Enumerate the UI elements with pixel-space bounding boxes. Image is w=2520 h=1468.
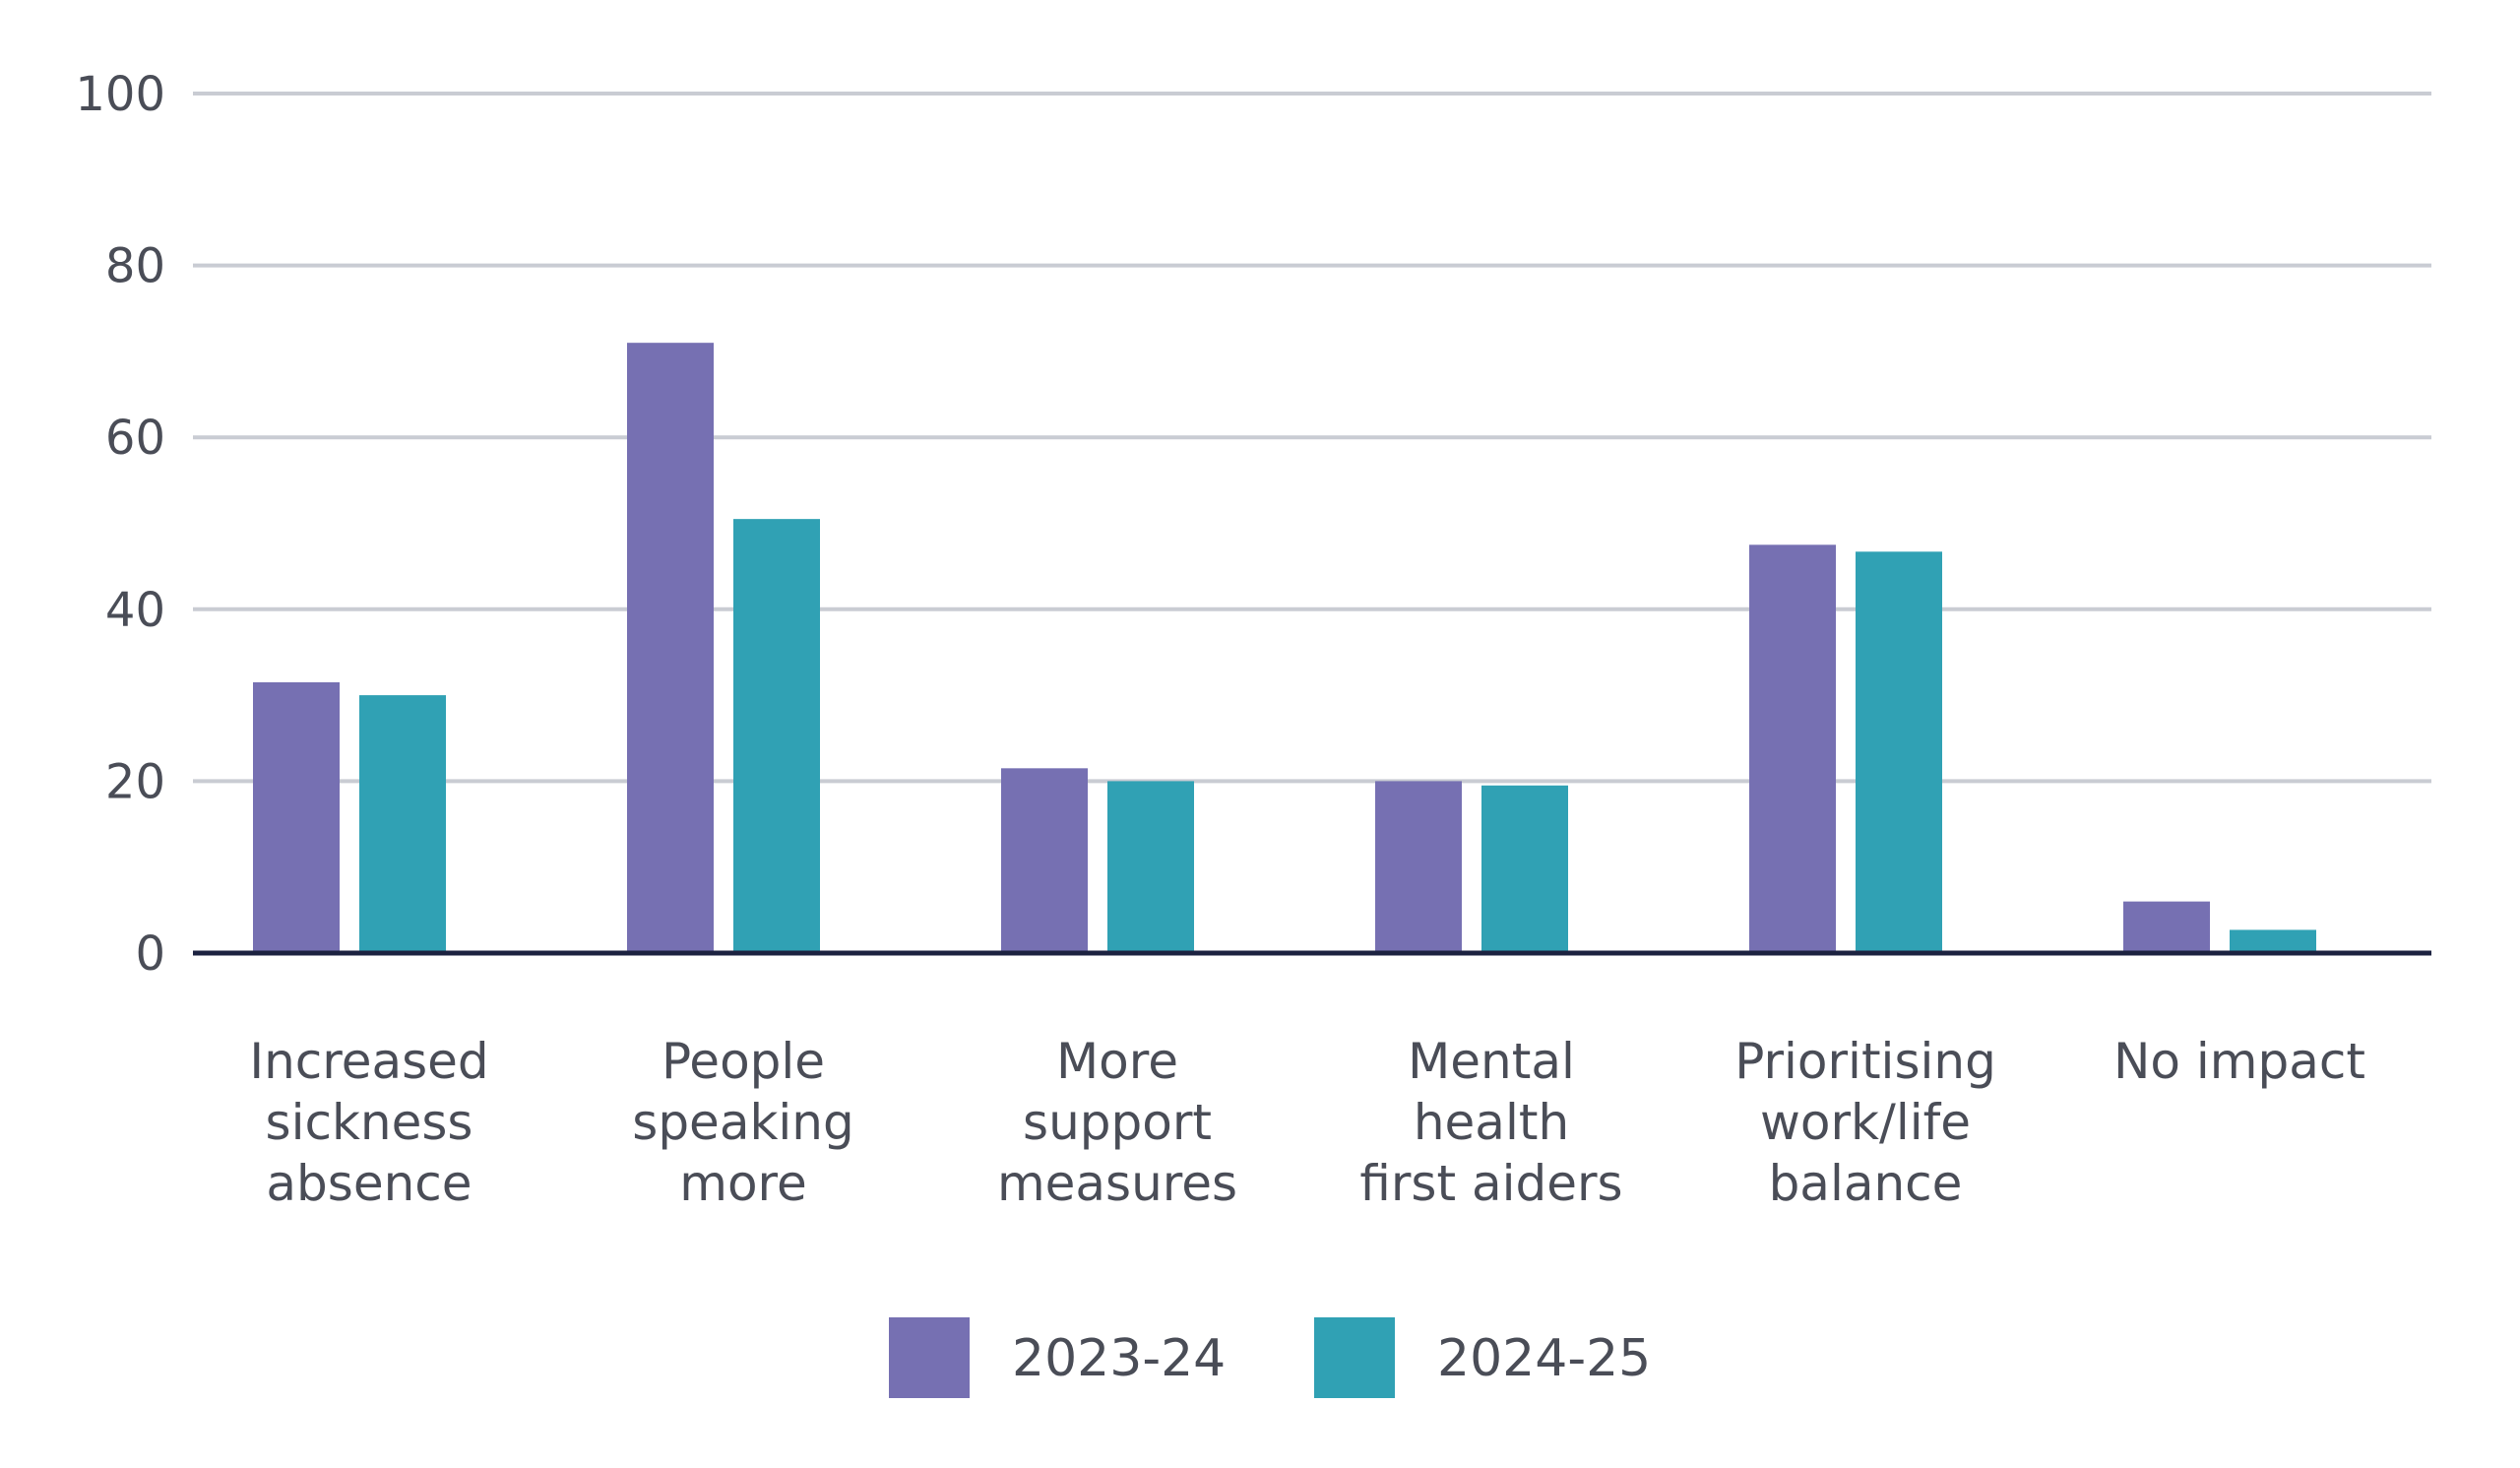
- y-tick-label: 100: [75, 67, 165, 122]
- category-label: absence: [266, 1155, 472, 1212]
- category-label: No impact: [2113, 1033, 2365, 1090]
- category-label: Mental: [1408, 1033, 1575, 1090]
- category-label: Increased: [249, 1033, 488, 1090]
- y-tick-label: 20: [105, 754, 165, 809]
- gridlines: [193, 92, 2431, 784]
- category-label: first aiders: [1359, 1155, 1622, 1212]
- legend-swatch-2023-24: [889, 1317, 970, 1398]
- category-label: People: [662, 1033, 825, 1090]
- bar-2023-24-4: [1749, 544, 1836, 953]
- bar-2023-24-0: [253, 682, 340, 953]
- category-label: work/life: [1760, 1094, 1971, 1151]
- bar-2023-24-5: [2123, 901, 2210, 953]
- category-label: health: [1414, 1094, 1569, 1151]
- category-label: more: [679, 1155, 807, 1212]
- legend: 2023-24 2024-25: [889, 1317, 1651, 1398]
- bars: [253, 343, 2316, 953]
- category-label: support: [1023, 1094, 1212, 1151]
- legend-label-2023-24: 2023-24: [1012, 1329, 1226, 1388]
- bar-2024-25-4: [1856, 551, 1942, 953]
- legend-label-2024-25: 2024-25: [1437, 1329, 1651, 1388]
- bar-2024-25-0: [359, 695, 446, 953]
- bar-2023-24-2: [1001, 768, 1088, 953]
- y-tick-label: 60: [105, 411, 165, 466]
- category-label: balance: [1769, 1155, 1963, 1212]
- y-axis-ticks: 0 20 40 60 80 100: [75, 67, 165, 982]
- bar-2024-25-3: [1481, 785, 1568, 953]
- bar-2024-25-5: [2230, 929, 2316, 953]
- bar-2024-25-1: [733, 519, 820, 953]
- bar-2024-25-2: [1107, 781, 1194, 953]
- bar-2023-24-3: [1375, 781, 1462, 953]
- category-label: measures: [997, 1155, 1237, 1212]
- bar-2023-24-1: [627, 343, 714, 953]
- y-tick-label: 0: [135, 926, 165, 982]
- category-label: Prioritising: [1734, 1033, 1996, 1090]
- y-tick-label: 40: [105, 583, 165, 638]
- legend-swatch-2024-25: [1314, 1317, 1395, 1398]
- category-label: speaking: [632, 1094, 853, 1151]
- category-label: More: [1056, 1033, 1178, 1090]
- y-tick-label: 80: [105, 239, 165, 294]
- category-label: sickness: [266, 1094, 473, 1151]
